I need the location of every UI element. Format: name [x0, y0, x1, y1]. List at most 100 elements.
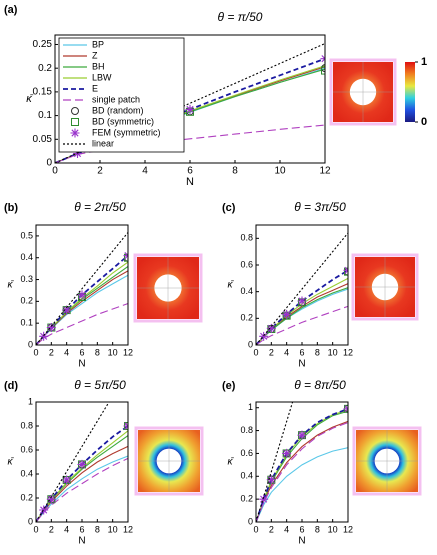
marker — [77, 290, 87, 300]
x-tick-label: 6 — [299, 347, 304, 357]
x-tick-label: 4 — [64, 524, 69, 534]
x-tick-label: 8 — [95, 524, 100, 534]
axes-frame — [35, 401, 129, 523]
chart-title: θ = 2π/50 — [74, 200, 126, 214]
chart-title: θ = 3π/50 — [294, 200, 346, 214]
legend-swatch — [70, 128, 80, 138]
series-line — [256, 447, 348, 522]
legend-box — [58, 37, 185, 153]
marker — [185, 104, 195, 114]
panel-label: (b) — [4, 202, 18, 214]
legend-label: FEM (symmetric) — [92, 127, 161, 137]
marker — [77, 459, 87, 469]
x-tick-label: 12 — [319, 166, 331, 177]
axes-frame — [255, 224, 349, 346]
legend-label: LBW — [92, 72, 112, 82]
x-tick-label: 0 — [253, 524, 258, 534]
x-tick-label: 2 — [269, 347, 274, 357]
x-tick-label: 2 — [97, 166, 103, 177]
panel-label: (d) — [4, 380, 18, 392]
y-tick-label: 0.5 — [20, 230, 33, 240]
marker — [266, 323, 276, 333]
x-tick-label: 4 — [284, 347, 289, 357]
marker — [62, 475, 72, 485]
x-tick-label: 12 — [123, 347, 133, 357]
x-tick-label: 0 — [33, 347, 38, 357]
y-tick-label: 0.1 — [38, 110, 52, 121]
axes-frame — [54, 34, 326, 164]
panel-label: (e) — [222, 380, 236, 392]
inset-glow — [351, 253, 419, 321]
y-axis-label: κ̄ — [228, 280, 235, 291]
y-tick-label: 0.15 — [33, 87, 53, 98]
series-line — [256, 422, 348, 522]
marker — [39, 331, 49, 341]
x-axis-label: N — [186, 176, 194, 188]
x-tick-label: 12 — [123, 524, 133, 534]
y-tick-label: 0 — [28, 516, 33, 526]
series-line — [36, 232, 128, 345]
y-tick-label: 0.8 — [240, 425, 253, 435]
x-tick-label: 10 — [274, 166, 286, 177]
x-tick-label: 8 — [315, 524, 320, 534]
marker — [282, 448, 292, 458]
legend-label: BD (symmetric) — [92, 116, 154, 126]
panel-label: (c) — [222, 202, 236, 214]
legend-label: E — [92, 83, 98, 93]
marker — [46, 494, 56, 504]
y-tick-label: 1 — [248, 402, 253, 412]
y-tick-label: 0.2 — [38, 63, 52, 74]
legend-swatch — [71, 107, 79, 115]
x-tick-label: 6 — [79, 347, 84, 357]
x-tick-label: 8 — [315, 347, 320, 357]
x-tick-label: 0 — [33, 524, 38, 534]
x-axis-label: N — [78, 359, 85, 370]
plot-area — [256, 402, 348, 522]
y-tick-label: 0.3 — [20, 274, 33, 284]
colorbar-label: 0 — [421, 116, 427, 128]
plot-area — [36, 232, 128, 345]
marker — [321, 66, 325, 75]
x-tick-label: 10 — [328, 524, 338, 534]
y-tick-label: 0.2 — [20, 296, 33, 306]
y-tick-label: 0 — [28, 339, 33, 349]
chart-title: θ = π/50 — [218, 10, 263, 24]
marker — [297, 296, 307, 306]
series-line — [256, 408, 348, 522]
y-tick-label: 0.6 — [240, 259, 253, 269]
legend-swatch — [71, 118, 79, 126]
x-tick-label: 4 — [284, 524, 289, 534]
x-tick-label: 12 — [343, 524, 353, 534]
x-tick-label: 10 — [108, 347, 118, 357]
y-tick-label: 1 — [28, 396, 33, 406]
legend-label: linear — [92, 138, 114, 148]
x-tick-label: 10 — [108, 524, 118, 534]
legend-label: BH — [92, 61, 105, 71]
series-line — [36, 254, 128, 345]
x-tick-label: 6 — [299, 524, 304, 534]
y-tick-label: 0.6 — [20, 444, 33, 454]
legend-label: BP — [92, 39, 104, 49]
legend-label: BD (random) — [92, 105, 144, 115]
y-tick-label: 0.25 — [33, 39, 53, 50]
inset-grid — [355, 257, 415, 317]
inset-grid — [137, 257, 199, 319]
plot-area — [256, 232, 348, 345]
x-tick-label: 8 — [232, 166, 238, 177]
axes-frame — [255, 401, 349, 523]
y-tick-label: 0.2 — [240, 494, 253, 504]
inset-grid — [138, 430, 200, 492]
x-axis-label: N — [78, 536, 85, 547]
y-tick-label: 0.4 — [20, 468, 33, 478]
marker — [62, 305, 72, 315]
marker — [124, 253, 128, 262]
x-tick-label: 10 — [328, 347, 338, 357]
x-tick-label: 0 — [253, 347, 258, 357]
x-tick-label: 0 — [52, 166, 58, 177]
y-tick-label: 0.05 — [33, 134, 53, 145]
y-tick-label: 0.1 — [20, 318, 33, 328]
chart-title: θ = 5π/50 — [74, 378, 126, 392]
colorbar-label: 1 — [421, 56, 427, 68]
